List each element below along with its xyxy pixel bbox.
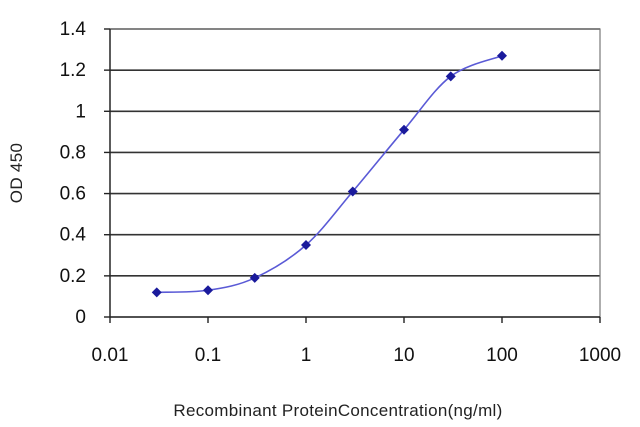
x-axis-title: Recombinant ProteinConcentration(ng/ml)	[173, 401, 502, 420]
series-line-0	[156, 54, 503, 294]
axes-layer	[104, 28, 601, 323]
data-point-6	[445, 71, 456, 82]
y-tick-label-0.2: 0.2	[60, 266, 86, 287]
x-tick-label-0.01: 0.01	[92, 345, 129, 366]
y-tick-label-0.8: 0.8	[60, 142, 86, 163]
data-point-1	[203, 285, 213, 296]
data-point-7	[497, 50, 507, 61]
tick-label-layer: 0 0.2 0.4 0.6 0.8 1 1.2 1.4 0.01 0.1 1 10 100 1000	[60, 19, 622, 366]
y-tick-label-1.2: 1.2	[60, 60, 86, 81]
x-tick-label-100: 100	[486, 345, 518, 366]
x-tick-label-1000: 1000	[579, 345, 621, 366]
y-axis-title: OD 450	[7, 143, 26, 203]
data-point-0	[151, 287, 162, 298]
y-tick-label-0.4: 0.4	[60, 225, 87, 246]
y-tick-label-0.6: 0.6	[60, 184, 86, 205]
data-point-4	[347, 186, 358, 197]
data-point-5	[399, 124, 409, 135]
x-tick-label-0.1: 0.1	[195, 345, 221, 366]
y-tick-label-0: 0	[75, 307, 86, 328]
data-point-2	[249, 272, 260, 283]
grid-layer	[110, 28, 600, 277]
y-tick-label-1: 1	[75, 101, 86, 122]
y-tick-label-1.4: 1.4	[60, 19, 87, 40]
plot-frame	[109, 28, 601, 318]
x-tick-label-10: 10	[393, 345, 414, 366]
series-layer	[151, 50, 507, 298]
data-point-3	[301, 240, 311, 250]
x-tick-label-1: 1	[301, 345, 312, 366]
